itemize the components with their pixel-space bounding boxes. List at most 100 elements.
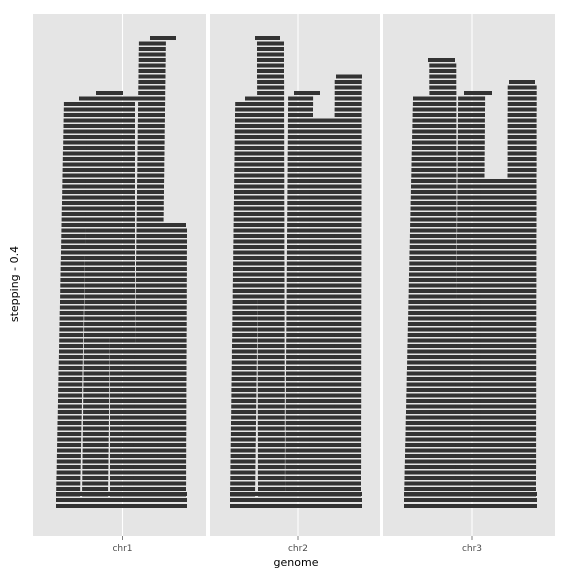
x-tick-label: chr1 (112, 544, 132, 554)
segment-bar (309, 261, 338, 266)
segment-bar (135, 294, 163, 299)
segment-bar (86, 162, 112, 167)
segment-bar (429, 327, 457, 332)
segment-bar (429, 305, 457, 310)
segment-bar (286, 272, 312, 277)
segment-bar (334, 223, 362, 227)
segment-bar (334, 157, 362, 161)
segment-bar (235, 107, 261, 112)
segment-bar (309, 234, 338, 238)
segment-bar (429, 96, 457, 101)
segment-bar (134, 349, 162, 354)
segment-bar (59, 327, 84, 332)
segment-bar (507, 146, 537, 150)
segment-bar (309, 338, 338, 343)
segment-bar (56, 465, 81, 469)
segment-bar (257, 371, 285, 376)
segment-bar (429, 184, 457, 189)
segment-bar (138, 74, 166, 79)
segment-bar (234, 168, 260, 172)
segment-bar (405, 437, 434, 442)
segment-bar (480, 410, 509, 414)
segment-bar (85, 173, 112, 178)
segment-bar (429, 322, 457, 326)
segment-bar (286, 327, 312, 332)
segment-bar (507, 443, 537, 447)
segment-bar (234, 151, 260, 156)
segment-bar (157, 366, 187, 370)
segment-bar (231, 404, 257, 409)
segment-bar (257, 91, 285, 95)
segment-bar (309, 344, 338, 348)
segment-bar (110, 487, 135, 491)
segment-bar (110, 129, 135, 134)
segment-bar (455, 426, 483, 431)
segment-bar (334, 168, 362, 172)
segment-bar (429, 349, 457, 354)
segment-bar (134, 382, 162, 387)
segment-bar (257, 124, 285, 128)
segment-bar (234, 157, 260, 161)
segment-bar (233, 245, 259, 249)
segment-bar (429, 85, 457, 90)
segment-bar (257, 217, 285, 222)
segment-bar (457, 184, 485, 189)
segment-bar (84, 311, 111, 315)
segment-bar (507, 217, 537, 222)
segment-bar (158, 228, 187, 233)
segment-bar (110, 102, 135, 106)
segment-bar (257, 113, 285, 117)
segment-bar (408, 289, 437, 293)
segment-bar (412, 135, 441, 139)
segment-bar (408, 300, 437, 304)
segment-bar (309, 437, 338, 442)
segment-bar (230, 504, 362, 508)
segment-bar (137, 151, 165, 156)
segment-bar (133, 437, 161, 442)
segment-bar (507, 404, 537, 409)
segment-column (56, 96, 108, 502)
segment-bar (83, 377, 110, 381)
segment-bar (404, 487, 433, 491)
segment-bar (334, 278, 362, 282)
segment-bar (59, 349, 83, 354)
segment-bar (429, 179, 457, 183)
segment-bar (405, 415, 434, 420)
segment-bar (458, 102, 486, 106)
segment-bar (231, 366, 257, 370)
segment-bar (232, 316, 258, 321)
segment-bar (334, 80, 362, 84)
segment-bar (334, 206, 362, 211)
segment-bar (86, 129, 113, 134)
segment-bar (84, 283, 111, 288)
segment-bar (480, 327, 509, 332)
segment-bar (257, 300, 285, 304)
segment-bar (235, 118, 260, 123)
segment-bar (458, 96, 486, 101)
segment-bar (84, 305, 111, 310)
segment-bar (429, 432, 457, 436)
segment-bar (257, 349, 285, 354)
segment-bar (285, 470, 311, 475)
segment-bar (110, 168, 135, 172)
segment-bar (231, 349, 257, 354)
segment-bar (480, 393, 509, 398)
segment-bar (429, 107, 457, 112)
segment-bar (57, 426, 82, 431)
segment-bar (286, 349, 312, 354)
segment-bar (507, 278, 537, 282)
segment-bar (84, 322, 111, 326)
segment-bar (405, 421, 434, 425)
segment-bar (507, 223, 537, 227)
segment-column (157, 223, 187, 502)
segment-bar (507, 344, 537, 348)
segment-bar (85, 206, 112, 211)
segment-bar (507, 421, 537, 425)
segment-bar (287, 184, 313, 189)
segment-bar (480, 217, 509, 222)
segment-bar (83, 366, 110, 370)
segment-bar (480, 256, 509, 260)
segment-bar (410, 223, 439, 227)
segment-bar (57, 448, 81, 453)
segment-bar (59, 333, 84, 337)
